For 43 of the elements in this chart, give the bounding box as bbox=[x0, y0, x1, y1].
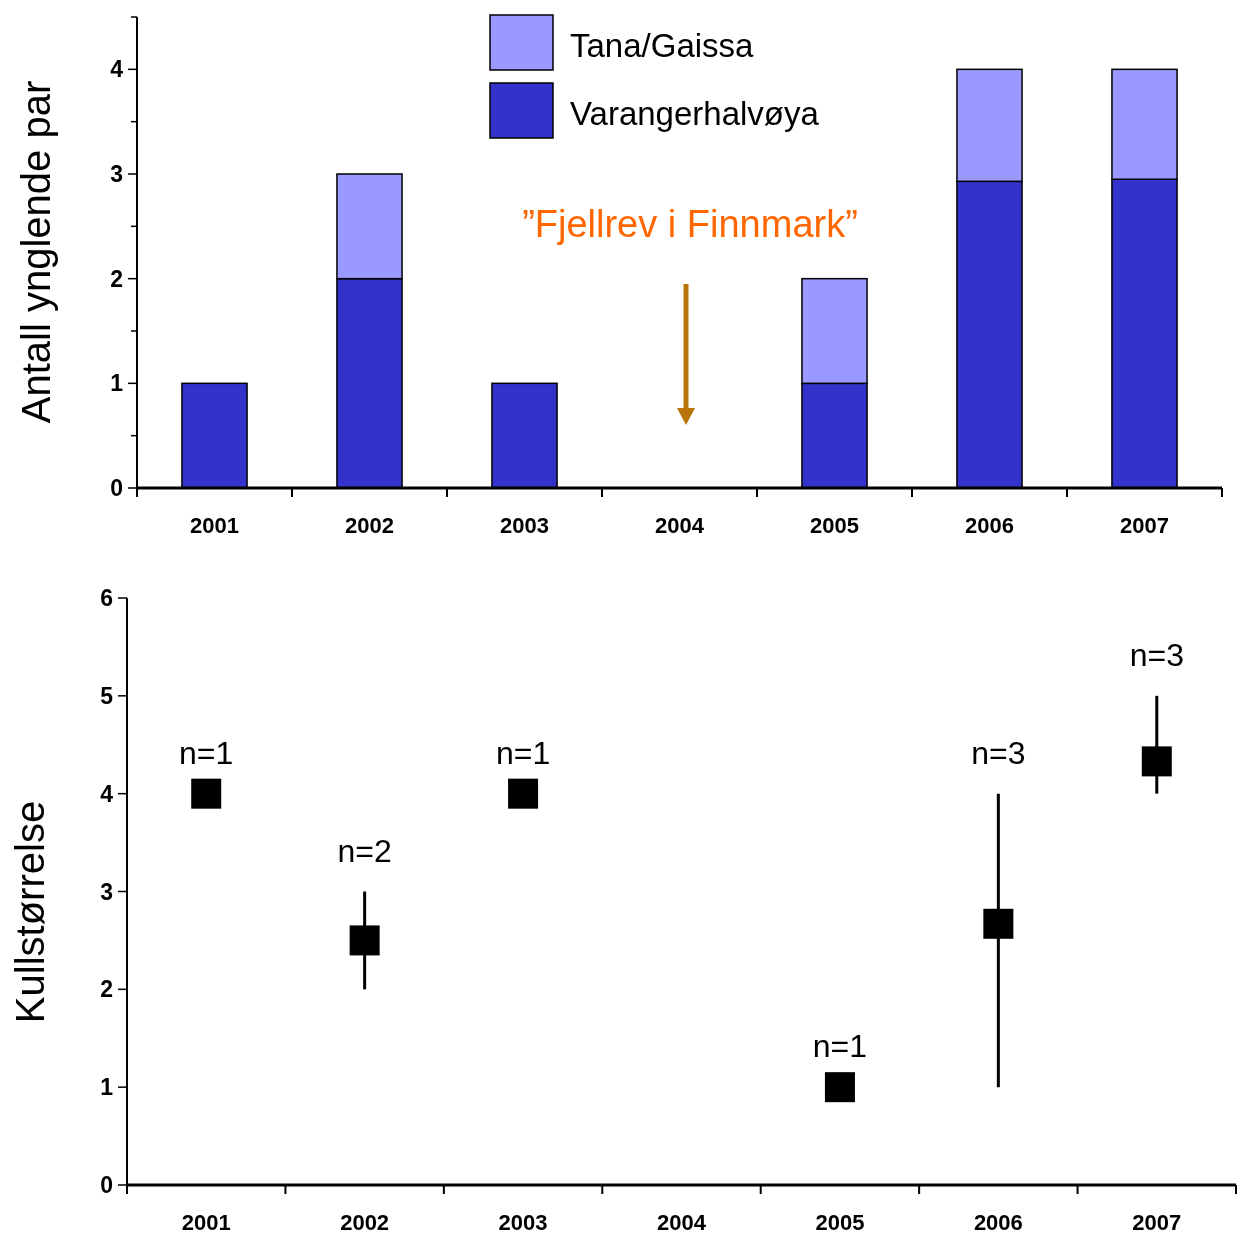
y-tick-label: 4 bbox=[110, 56, 124, 83]
y-tick-label: 0 bbox=[110, 475, 123, 502]
x-tick-label: 2007 bbox=[1132, 1210, 1182, 1235]
y-tick-label: 6 bbox=[100, 585, 113, 612]
y-axis-title: Antall ynglende par bbox=[14, 80, 58, 424]
x-tick-label: 2002 bbox=[345, 513, 394, 538]
point bbox=[349, 925, 380, 956]
x-tick-label: 2003 bbox=[500, 513, 549, 538]
annotation: ”Fjellrev i Finnmark” bbox=[522, 203, 858, 245]
point bbox=[191, 778, 222, 809]
annotation: n=3 bbox=[971, 734, 1026, 771]
y-axis-title: Kullstørrelse bbox=[8, 800, 52, 1024]
y-tick-label: 0 bbox=[100, 1172, 113, 1199]
x-tick-label: 2001 bbox=[190, 513, 239, 538]
point bbox=[983, 908, 1014, 939]
y-tick-label: 2 bbox=[110, 265, 123, 292]
y-tick-label: 1 bbox=[110, 370, 124, 397]
legend-label: Tana/Gaissa bbox=[570, 27, 755, 64]
y-tick-label: 3 bbox=[110, 161, 123, 188]
x-tick-label: 2001 bbox=[181, 1210, 231, 1235]
annotation: n=3 bbox=[1129, 636, 1184, 673]
x-tick-label: 2006 bbox=[965, 513, 1014, 538]
x-tick-label: 2005 bbox=[810, 513, 859, 538]
y-tick-label: 1 bbox=[100, 1074, 114, 1101]
y-tick-label: 2 bbox=[100, 976, 113, 1003]
annotation: n=2 bbox=[337, 832, 392, 869]
legend-label: Varangerhalvøya bbox=[570, 95, 820, 132]
x-tick-label: 2003 bbox=[498, 1210, 548, 1235]
x-tick-label: 2004 bbox=[657, 1210, 707, 1235]
x-tick-label: 2006 bbox=[973, 1210, 1023, 1235]
x-tick-label: 2005 bbox=[815, 1210, 865, 1235]
annotation: n=1 bbox=[812, 1028, 868, 1065]
y-tick-label: 4 bbox=[100, 780, 114, 807]
x-tick-label: 2004 bbox=[655, 513, 705, 538]
point bbox=[824, 1072, 855, 1103]
y-tick-label: 5 bbox=[100, 682, 114, 709]
y-tick-label: 3 bbox=[100, 878, 113, 905]
annotation: n=1 bbox=[495, 734, 551, 771]
x-tick-label: 2002 bbox=[340, 1210, 390, 1235]
point bbox=[508, 778, 539, 809]
annotation: n=1 bbox=[179, 734, 234, 771]
x-tick-label: 2007 bbox=[1120, 513, 1169, 538]
point bbox=[1141, 746, 1172, 777]
